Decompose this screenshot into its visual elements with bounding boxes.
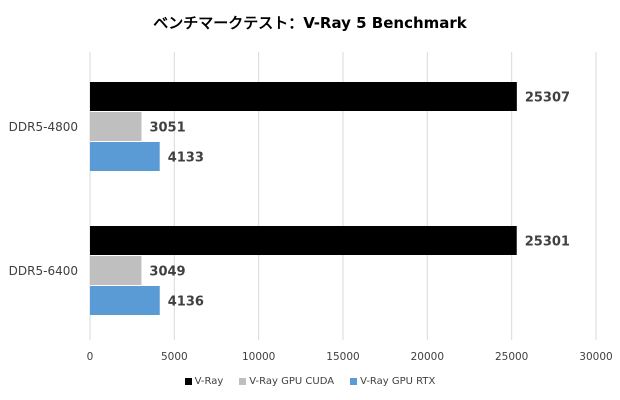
legend-label: V-Ray bbox=[194, 376, 224, 387]
x-tick-label: 10000 bbox=[242, 351, 275, 363]
legend-swatch bbox=[350, 378, 358, 385]
legend-item: V-Ray GPU RTX bbox=[350, 376, 435, 387]
chart-title: ベンチマークテスト：V-Ray 5 Benchmark bbox=[153, 14, 467, 32]
x-tick-label: 5000 bbox=[161, 351, 188, 363]
category-label: DDR5-6400 bbox=[9, 264, 78, 278]
legend-item: V-Ray GPU CUDA bbox=[239, 376, 334, 387]
data-label: 25307 bbox=[525, 91, 570, 106]
data-label: 4133 bbox=[168, 151, 204, 166]
legend-label: V-Ray GPU CUDA bbox=[249, 376, 335, 387]
legend-item: V-Ray bbox=[184, 376, 224, 387]
bar bbox=[90, 286, 160, 315]
x-tick-label: 15000 bbox=[326, 351, 359, 363]
x-tick-label: 25000 bbox=[495, 351, 528, 363]
bar bbox=[90, 256, 142, 285]
bar bbox=[90, 226, 517, 255]
data-label: 25301 bbox=[525, 235, 570, 250]
legend-label: V-Ray GPU RTX bbox=[360, 376, 436, 387]
data-label: 3051 bbox=[149, 121, 185, 136]
x-tick-label: 0 bbox=[87, 351, 94, 363]
x-tick-label: 20000 bbox=[411, 351, 444, 363]
bar bbox=[90, 82, 517, 111]
legend: V-Ray V-Ray GPU CUDA V-Ray GPU RTX bbox=[0, 376, 620, 387]
data-label: 4136 bbox=[168, 295, 204, 310]
legend-swatch bbox=[239, 378, 247, 385]
bar bbox=[90, 112, 142, 141]
data-label: 3049 bbox=[149, 265, 185, 280]
bar bbox=[90, 142, 160, 171]
x-tick-label: 30000 bbox=[579, 351, 612, 363]
category-label: DDR5-4800 bbox=[9, 120, 78, 134]
legend-swatch bbox=[184, 378, 192, 385]
